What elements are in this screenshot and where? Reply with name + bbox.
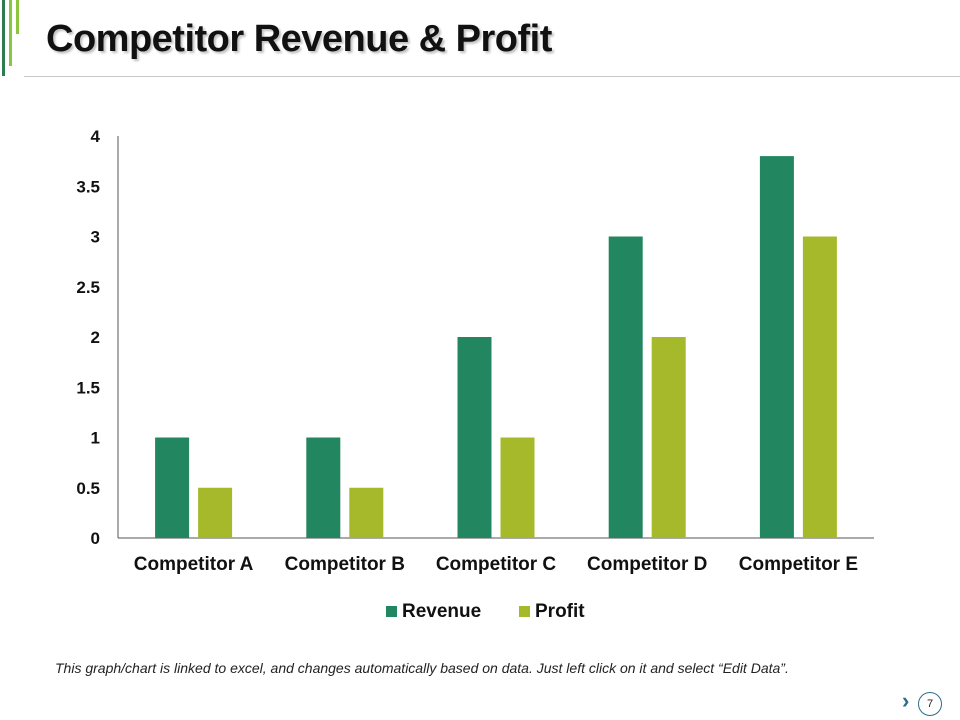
- bar-chart: 0 0.5 1 1.5 2 2.5 3 3.5 4 Competitor A Competitor …: [76, 127, 874, 622]
- footnote: This graph/chart is linked to excel, and…: [55, 660, 789, 676]
- accent-bar-light-short: [16, 0, 19, 34]
- x-category-label: Competitor C: [436, 554, 557, 575]
- title-underline: [24, 76, 960, 77]
- y-tick-label: 2: [91, 328, 100, 347]
- y-tick-label: 4: [91, 127, 101, 146]
- x-category-label: Competitor E: [739, 554, 858, 575]
- page-number: 7: [918, 692, 942, 716]
- x-category-label: Competitor A: [134, 554, 254, 575]
- y-tick-label: 2.5: [76, 278, 100, 297]
- bar-profit-2: [349, 487, 384, 538]
- bar-revenue-2: [306, 437, 341, 538]
- x-category-label: Competitor B: [285, 554, 405, 575]
- bar-profit-5: [802, 236, 837, 538]
- y-tick-label: 1: [91, 429, 100, 448]
- y-tick-label: 3: [91, 228, 100, 247]
- bar-revenue-1: [155, 437, 190, 538]
- slide-title: Competitor Revenue & Profit: [46, 18, 552, 60]
- legend-label-revenue: Revenue: [402, 601, 481, 622]
- y-tick-label: 0.5: [76, 479, 100, 498]
- y-tick-label: 3.5: [76, 177, 100, 196]
- bar-profit-3: [500, 437, 535, 538]
- legend-swatch-revenue: [386, 606, 397, 617]
- accent-bar-dark: [2, 0, 5, 76]
- legend-swatch-profit: [519, 606, 530, 617]
- bar-revenue-3: [457, 337, 492, 538]
- bar-revenue-4: [608, 236, 643, 538]
- bar-profit-1: [198, 487, 233, 538]
- accent-bar-light: [9, 0, 12, 66]
- chevron-right-icon[interactable]: ›: [902, 688, 910, 713]
- y-tick-label: 0: [91, 529, 100, 548]
- x-category-label: Competitor D: [587, 554, 707, 575]
- legend-label-profit: Profit: [535, 601, 585, 622]
- bar-revenue-5: [759, 156, 794, 538]
- y-tick-label: 1.5: [76, 378, 100, 397]
- bar-profit-4: [651, 337, 686, 538]
